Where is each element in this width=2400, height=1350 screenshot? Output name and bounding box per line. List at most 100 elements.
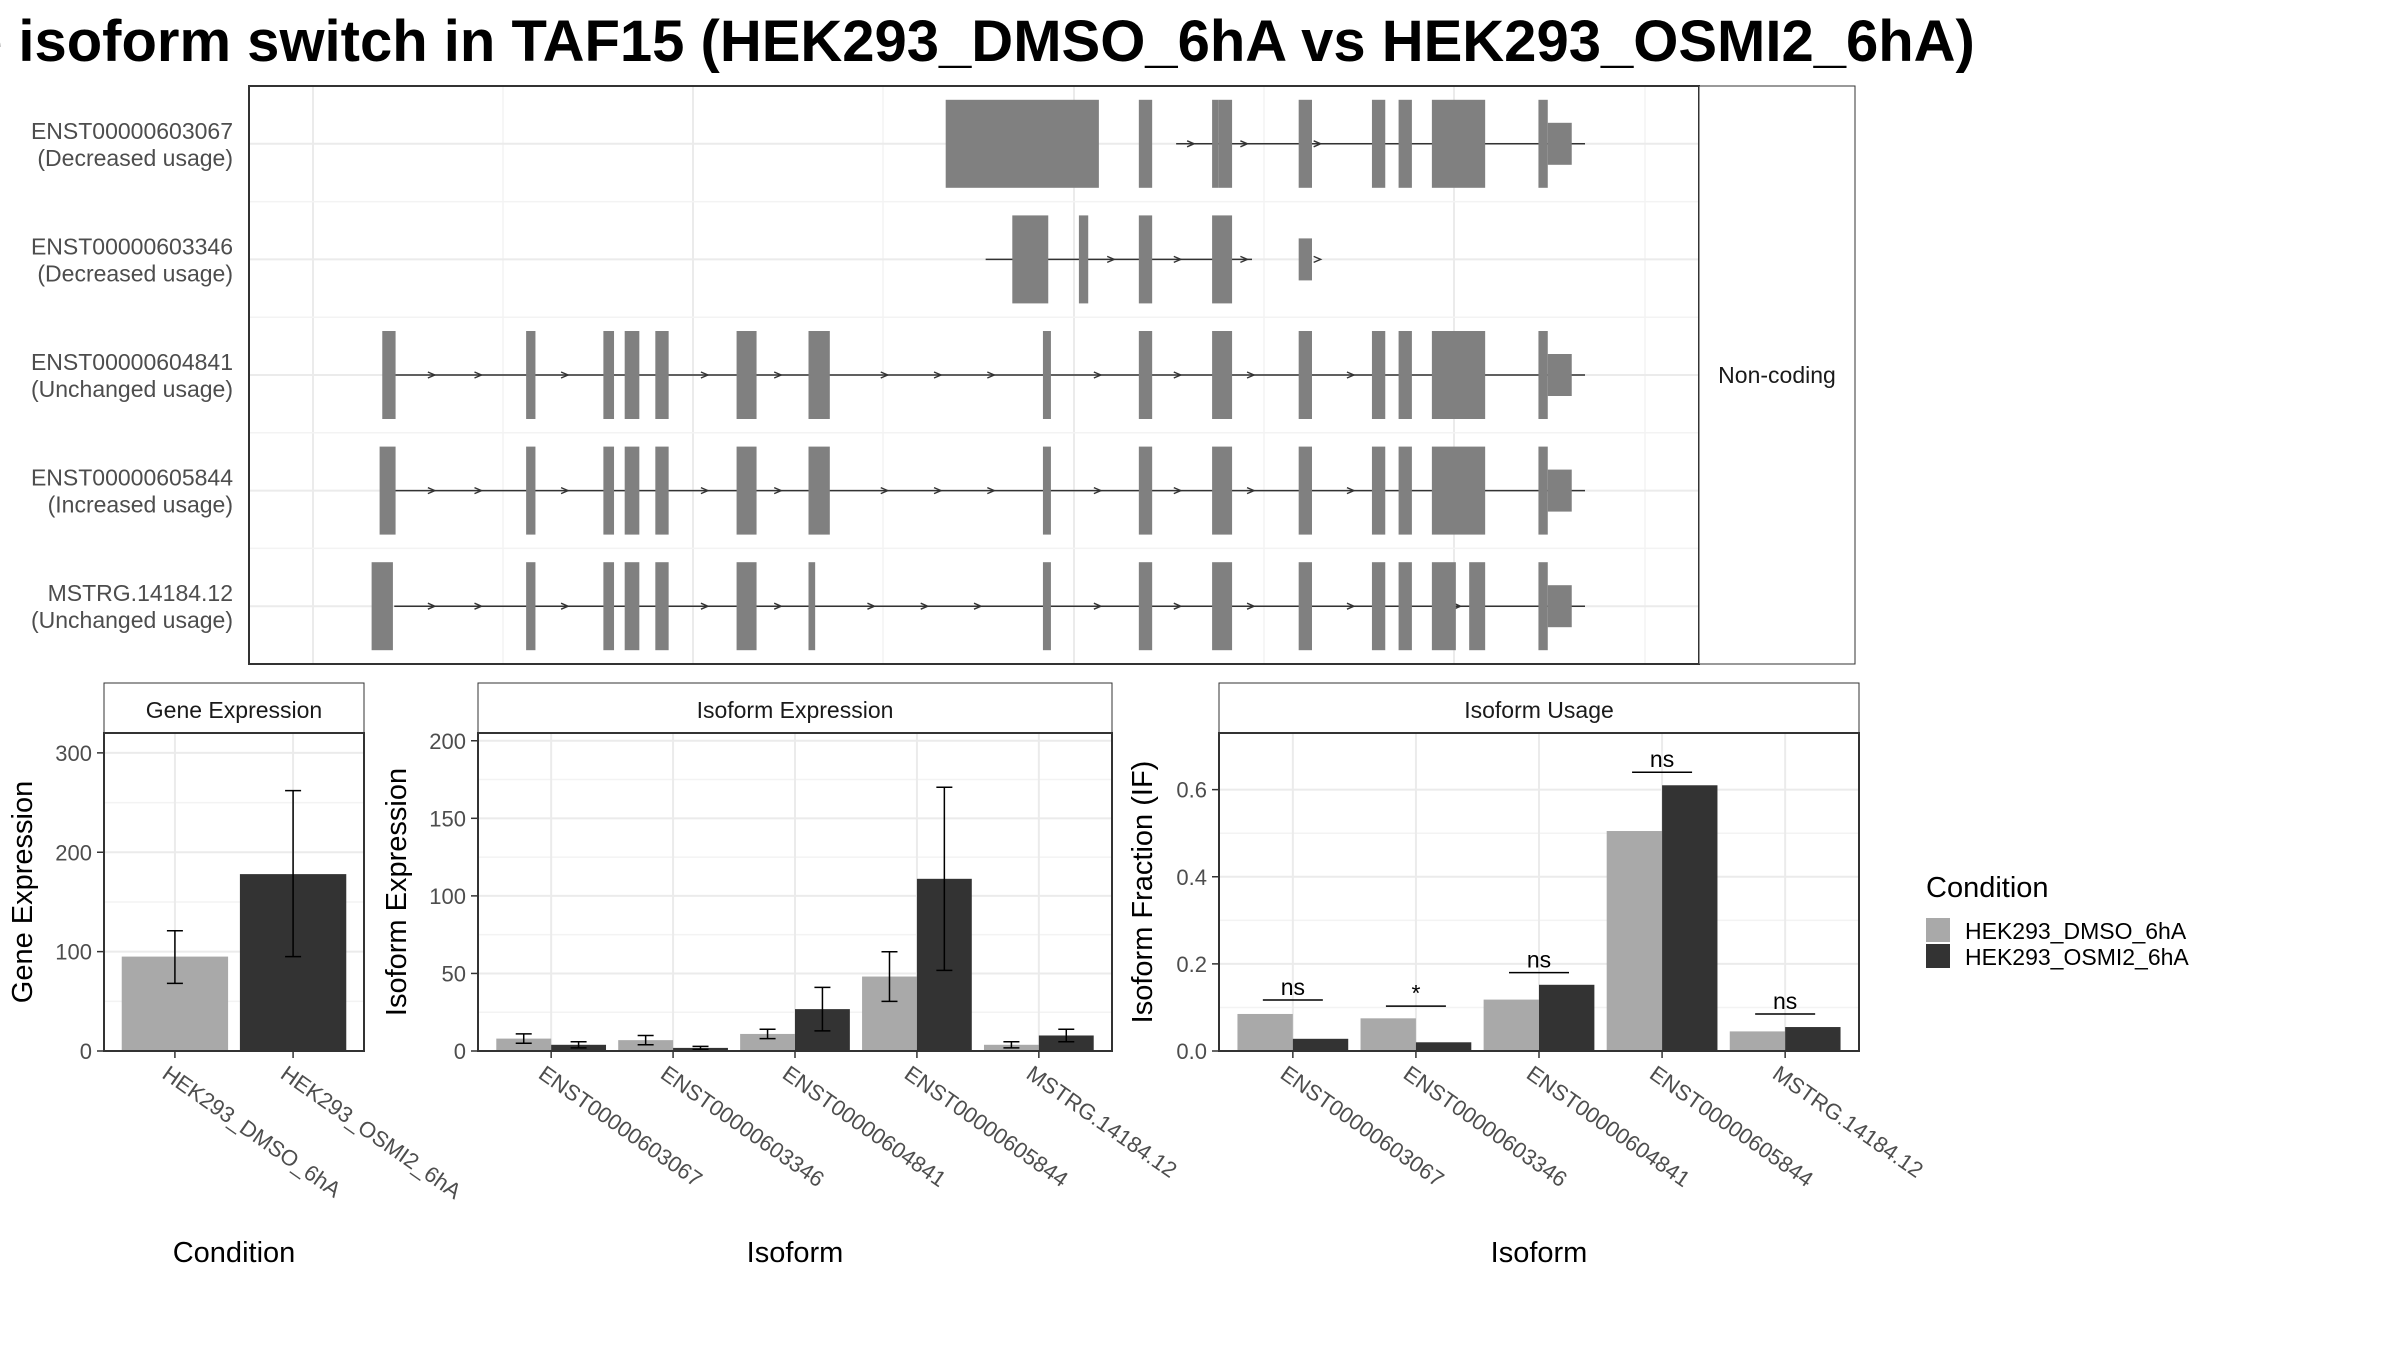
exon (808, 331, 830, 419)
exon (1398, 99, 1412, 188)
strand-arrow (933, 371, 943, 379)
exon (655, 562, 669, 651)
exon (371, 562, 393, 651)
y-tick-label: 0.0 (1176, 1039, 1207, 1064)
strand-arrow (880, 486, 890, 495)
exon (624, 331, 640, 419)
exon (1298, 562, 1312, 651)
exon (1431, 99, 1486, 188)
isoform-track (382, 331, 1585, 419)
exon (1431, 331, 1486, 419)
y-tick-label: 0.6 (1176, 778, 1207, 803)
exon (1212, 331, 1233, 419)
bar (1606, 831, 1663, 1051)
strand-arrow (1246, 486, 1256, 495)
exon (603, 331, 615, 419)
isoform-expression-panel: Isoform Expression 050100150200ENST00000… (381, 682, 1182, 1269)
exon (624, 562, 640, 651)
isoform-usage-strip-label: Isoform Usage (1464, 697, 1614, 723)
exon (1547, 122, 1572, 165)
exon (1538, 331, 1548, 419)
strand-arrow (427, 486, 437, 495)
exon (1371, 446, 1386, 535)
exon (382, 331, 396, 419)
exon (1298, 238, 1312, 281)
strand-arrow (773, 486, 783, 495)
exon (1469, 562, 1486, 651)
strand-arrow (1173, 255, 1183, 264)
exon (1138, 99, 1153, 188)
bar (1483, 999, 1539, 1051)
isoform-expression-x-title: Isoform (747, 1237, 844, 1269)
strand-arrow (773, 602, 783, 610)
exon (1371, 562, 1386, 651)
strand-arrow (560, 602, 570, 610)
exon (1138, 562, 1153, 651)
strand-arrow (1240, 255, 1250, 264)
bar (1360, 1018, 1416, 1051)
bar (1539, 984, 1595, 1051)
exon (1538, 99, 1548, 188)
significance-label: ns (1281, 974, 1305, 1000)
gene-structure-strip-label: Non-coding (1718, 362, 1836, 388)
isoform-usage-label: (Decreased usage) (37, 260, 233, 286)
exon (1138, 331, 1153, 419)
exon (1042, 331, 1051, 419)
gene-structure-strip (1698, 85, 1856, 665)
isoform-id-label: ENST00000605844 (31, 465, 233, 491)
exon (1547, 585, 1572, 628)
strand-arrow (474, 602, 484, 610)
legend-key-dmso (1926, 918, 1950, 942)
y-tick-label: 100 (429, 884, 466, 909)
legend: Condition HEK293_DMSO_6hA HEK293_OSMI2_6… (1926, 872, 2189, 970)
strand-arrow (987, 486, 997, 495)
exon (655, 446, 669, 535)
bar (1038, 1035, 1094, 1051)
y-tick-label: 200 (429, 729, 466, 754)
exon (1298, 446, 1312, 535)
exon (808, 562, 816, 651)
isoform-track (371, 562, 1585, 651)
strand-arrow (1173, 602, 1183, 610)
exon (1078, 215, 1089, 304)
legend-title: Condition (1926, 872, 2049, 904)
strand-arrow (1346, 371, 1356, 379)
strand-arrow (1240, 140, 1250, 148)
isoform-usage-label: (Unchanged usage) (31, 607, 233, 633)
exon (1538, 446, 1548, 535)
y-tick-label: 0 (454, 1039, 466, 1064)
exon (655, 331, 669, 419)
exon (1431, 562, 1456, 651)
y-tick-label: 100 (55, 940, 92, 965)
exon (1138, 446, 1153, 535)
isoform-usage-label: (Unchanged usage) (31, 376, 233, 402)
exon (379, 446, 396, 535)
bar (1292, 1038, 1349, 1051)
exon (1371, 331, 1386, 419)
strand-arrow (1346, 602, 1356, 610)
strand-arrow (1093, 486, 1103, 495)
bar (1785, 1027, 1841, 1051)
exon (1431, 446, 1486, 535)
isoform-id-label: MSTRG.14184.12 (48, 580, 233, 606)
significance-label: ns (1650, 746, 1674, 772)
strand-arrow (1173, 371, 1183, 379)
bar (1237, 1013, 1293, 1051)
figure-title: The isoform switch in TAF15 (HEK293_DMSO… (0, 9, 1975, 74)
exon (1398, 446, 1412, 535)
isoform-expression-y-title: Isoform Expression (381, 768, 413, 1016)
bar (618, 1040, 674, 1051)
strand-arrow (1173, 486, 1183, 495)
isoform-usage-panel: Isoform Usage 0.00.20.40.6ENST0000060306… (1127, 682, 1928, 1269)
y-tick-label: 150 (429, 806, 466, 831)
bar (1415, 1042, 1472, 1051)
isoform-track (945, 99, 1585, 188)
significance-label: * (1411, 980, 1420, 1006)
strand-arrow (427, 602, 437, 610)
strand-arrow (1106, 255, 1116, 264)
strand-arrow (1346, 486, 1356, 495)
strand-arrow (700, 486, 710, 495)
legend-label-dmso: HEK293_DMSO_6hA (1965, 918, 2187, 944)
bar (740, 1033, 795, 1051)
isoform-usage-y-title: Isoform Fraction (IF) (1127, 761, 1159, 1024)
